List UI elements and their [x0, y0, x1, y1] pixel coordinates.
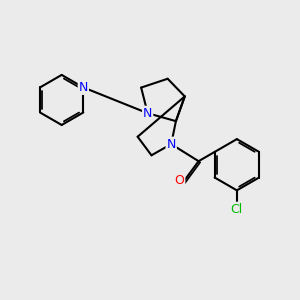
Text: N: N — [143, 107, 152, 120]
Text: N: N — [167, 138, 176, 151]
Text: Cl: Cl — [231, 203, 243, 216]
Text: O: O — [175, 174, 184, 188]
Text: N: N — [79, 81, 88, 94]
